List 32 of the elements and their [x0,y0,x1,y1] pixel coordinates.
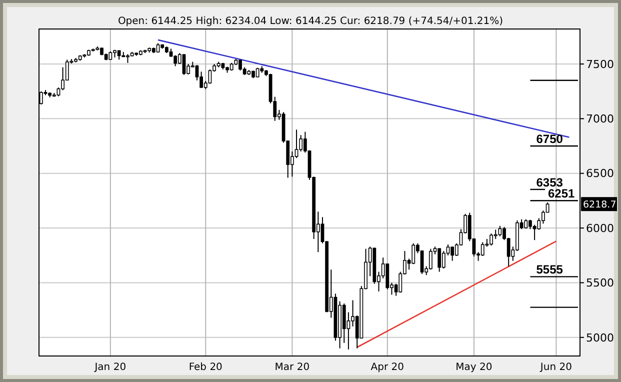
chart-title: Open: 6144.25 High: 6234.04 Low: 6144.25 Cur: 6218.79 (+74.54/+01.21%) [118,16,504,27]
x-tick-label: Feb 20 [188,362,222,373]
y-tick-label: 5500 [586,276,614,290]
candlestick [480,242,484,256]
y-tick-label: 7000 [586,112,614,126]
candlestick [524,218,528,230]
candlestick [256,67,260,78]
x-tick-label: Jan 20 [94,362,126,373]
candlestick [342,303,346,344]
candlestick [450,246,454,262]
candlestick [412,242,416,265]
y-tick-label: 6000 [586,222,614,235]
y-tick-label: 7500 [586,58,614,71]
candlestick [532,224,536,241]
candlestick [182,54,186,76]
candlestick [386,263,390,290]
candlestick [442,250,446,270]
candlestick [438,248,442,272]
y-tick-label: 5000 [586,331,614,344]
x-tick-label: Jun 20 [539,362,572,373]
candlestick [174,54,178,67]
ref-line-label: 6251 [548,186,576,201]
y-tick-label: 6500 [586,167,614,180]
x-tick-label: May 20 [456,362,492,373]
text: 6218.7 [583,199,616,210]
ref-line-label: 5555 [536,262,564,277]
x-tick-label: Mar 20 [274,362,310,373]
candlestick [498,225,502,237]
ref-line-label: 6750 [536,132,564,146]
candlestick [428,248,432,270]
x-tick-label: Apr 20 [370,362,404,373]
ref-line-label: 6353 [536,175,564,190]
